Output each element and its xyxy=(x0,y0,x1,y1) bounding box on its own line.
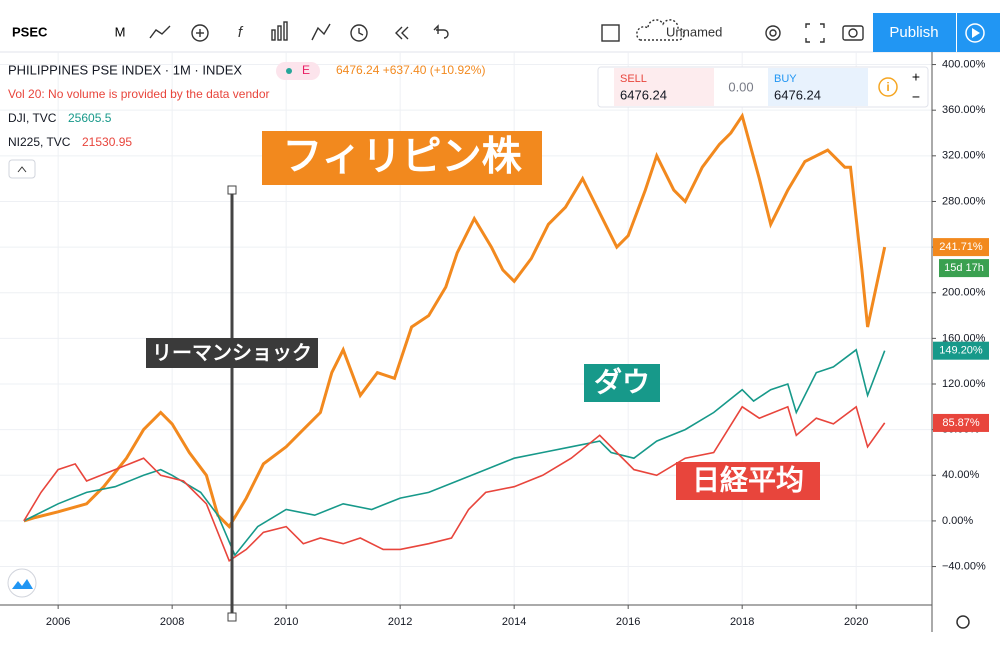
x-tick-label: 2016 xyxy=(616,616,640,628)
series-annotation: 日経平均 xyxy=(692,463,804,495)
sell-label[interactable]: SELL xyxy=(620,73,647,85)
buy-label[interactable]: BUY xyxy=(774,73,797,85)
logo xyxy=(12,579,33,589)
y-tick-label: 160.00% xyxy=(942,332,986,344)
event-handle xyxy=(227,612,237,622)
x-tick-label: 2014 xyxy=(502,616,526,628)
settings-icon[interactable] xyxy=(956,615,970,629)
toolbar xyxy=(0,0,1000,52)
last-value-tag xyxy=(933,238,989,257)
y-tick-label: 40.00% xyxy=(942,469,980,481)
countdown-tag xyxy=(939,259,989,278)
x-tick-label: 2012 xyxy=(388,616,412,628)
countdown: 15d 17h xyxy=(944,262,984,274)
collapse-icon xyxy=(17,166,27,173)
layout-name[interactable]: Unnamed xyxy=(666,24,722,39)
legend-main: PHILIPPINES PSE INDEX · 1M · INDEX xyxy=(8,62,242,77)
status-dot xyxy=(286,68,292,74)
event-handle xyxy=(227,185,237,195)
x-tick-label: 2008 xyxy=(160,616,184,628)
series-line xyxy=(23,112,887,530)
sell-button[interactable] xyxy=(614,68,714,106)
y-tick-label: 360.00% xyxy=(942,104,986,116)
y-tick-label: 320.00% xyxy=(942,150,986,162)
interval[interactable]: M xyxy=(115,24,126,39)
legend-volume: Vol 20: No volume is provided by the dat… xyxy=(8,87,270,101)
replay-icon xyxy=(965,23,985,43)
last-value-label: 149.20% xyxy=(939,345,983,357)
series-annotation-bg xyxy=(262,131,542,185)
info-icon[interactable] xyxy=(878,77,898,97)
event-annotation: リーマンショック xyxy=(152,341,312,364)
x-tick-label: 2006 xyxy=(46,616,70,628)
series-annotation: ダウ xyxy=(594,365,650,397)
x-tick-label: 2020 xyxy=(844,616,868,628)
last-value-tag xyxy=(933,341,989,360)
y-tick-label: 400.00% xyxy=(942,58,986,70)
svg-text:f: f xyxy=(238,24,244,41)
series-annotation-bg xyxy=(584,364,660,402)
series-annotation: フィリピン株 xyxy=(282,135,522,179)
y-tick-label: 200.00% xyxy=(942,287,986,299)
legend-dji-value: 25605.5 xyxy=(68,111,112,125)
series-line xyxy=(23,405,886,563)
legend-badge: E xyxy=(302,63,310,77)
spread: 0.00 xyxy=(728,79,753,94)
logo-button[interactable] xyxy=(7,568,37,598)
x-tick-label: 2018 xyxy=(730,616,754,628)
legend-nikkei-value: 21530.95 xyxy=(82,135,132,149)
legend-values: 6476.24 +637.40 (+10.92%) xyxy=(336,63,485,77)
last-value-label: 241.71% xyxy=(939,241,983,253)
y-tick-label: −40.00% xyxy=(942,560,986,572)
toolbar-icons[interactable]: f xyxy=(149,19,864,43)
event-annotation-bg xyxy=(146,338,318,368)
zoom-in[interactable]: + xyxy=(912,69,920,85)
buy-price[interactable]: 6476.24 xyxy=(774,87,821,102)
series-annotation-bg xyxy=(676,462,820,500)
publish-label[interactable]: Publish xyxy=(889,24,938,41)
legend-dji: DJI, TVC xyxy=(8,111,57,125)
y-tick-label: 120.00% xyxy=(942,378,986,390)
x-tick-label: 2010 xyxy=(274,616,298,628)
last-value-tag xyxy=(933,413,989,432)
info-glyph: i xyxy=(886,80,889,94)
series-line xyxy=(23,348,886,557)
publish-button[interactable] xyxy=(873,13,956,52)
collapse-button[interactable] xyxy=(8,159,36,179)
y-tick-label: 280.00% xyxy=(942,195,986,207)
legend-nikkei: NI225, TVC xyxy=(8,135,71,149)
last-value-label: 85.87% xyxy=(942,417,980,429)
buy-button[interactable] xyxy=(768,68,868,106)
replay-icon xyxy=(972,28,980,38)
symbol[interactable]: PSEC xyxy=(12,24,48,39)
y-tick-label: 0.00% xyxy=(942,515,973,527)
zoom-out[interactable]: − xyxy=(912,89,920,105)
sell-price[interactable]: 6476.24 xyxy=(620,87,667,102)
badge-bg xyxy=(276,62,320,80)
